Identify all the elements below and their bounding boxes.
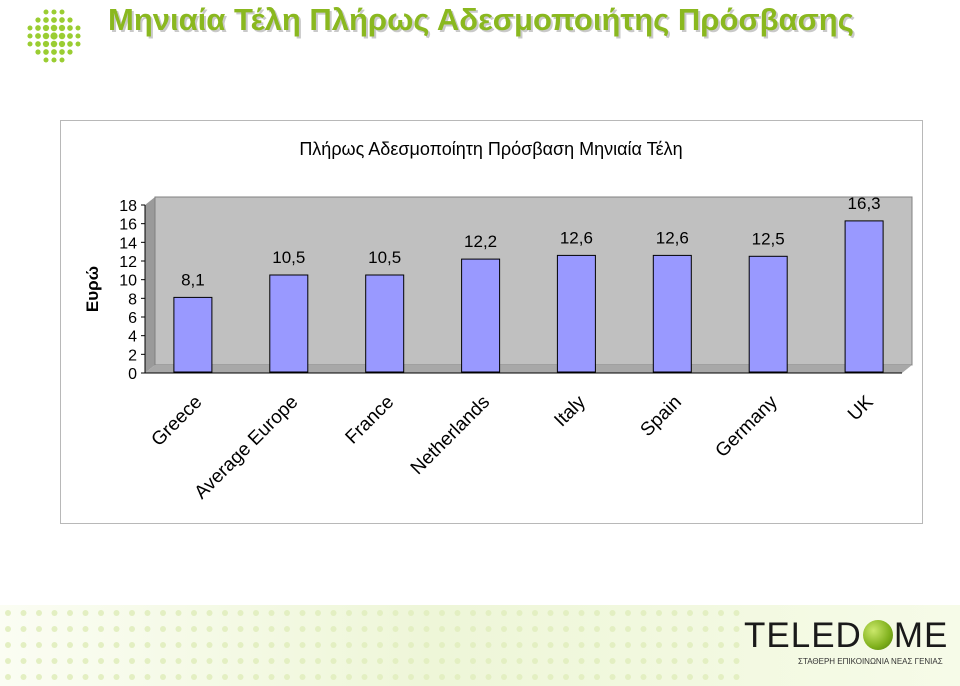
data-label: 12,6 — [656, 228, 689, 247]
bar-greece — [173, 296, 213, 373]
y-tick-label: 14 — [119, 235, 137, 252]
green-dot-grid-icon — [27, 9, 81, 63]
bar-chart: Πλήρως Αδεσμοποίητη Πρόσβαση Μηνιαία Τέλ… — [83, 139, 913, 504]
brand-name-left: TELED — [744, 616, 862, 655]
y-tick-label: 2 — [128, 347, 137, 364]
data-label: 12,6 — [560, 228, 593, 247]
data-label: 10,5 — [272, 248, 305, 267]
bar-uk — [844, 220, 884, 373]
y-tick-label: 8 — [128, 291, 137, 308]
y-tick-label: 18 — [119, 198, 137, 215]
y-tick-label: 12 — [119, 254, 137, 271]
bar-germany — [748, 255, 788, 373]
x-tick-label: Italy — [550, 391, 590, 431]
chart-title: Πλήρως Αδεσμοποίητη Πρόσβαση Μηνιαία Τέλ… — [299, 139, 682, 159]
data-label: 8,1 — [181, 270, 205, 289]
bar-france — [365, 274, 405, 373]
chart-frame: Πλήρως Αδεσμοποίητη Πρόσβαση Μηνιαία Τέλ… — [60, 120, 923, 524]
bar-italy — [556, 254, 596, 373]
footer-dot-pattern — [5, 610, 740, 680]
x-tick-label: Germany — [712, 391, 782, 461]
y-axis-label: Ευρώ — [83, 266, 102, 312]
plot-area — [154, 196, 913, 366]
data-label: 16,3 — [848, 194, 881, 213]
footer-band — [0, 605, 960, 686]
x-tick-label: UK — [844, 391, 878, 425]
brand-tagline: ΣΤΑΘΕΡΗ ΕΠΙΚΟΙΝΩΝΙΑ ΝΕΑΣ ΓΕΝΙΑΣ — [798, 657, 943, 666]
x-tick-label: Netherlands — [407, 392, 494, 479]
brand-name-right: ME — [893, 616, 949, 655]
green-sphere-icon — [862, 620, 893, 650]
y-tick-label: 10 — [119, 273, 137, 290]
bar-spain — [652, 254, 692, 373]
slide-title: Μηνιαία Τέλη Πλήρως Αδεσμοποιήτης Πρόσβα… — [108, 2, 854, 37]
x-tick-label: France — [342, 392, 399, 449]
y-tick-label: 0 — [128, 366, 137, 383]
x-tick-label: Average Europe — [191, 392, 303, 504]
data-label: 12,2 — [464, 232, 497, 251]
teledome-logo: TELED ME ΣΤΑΘΕΡΗ ΕΠΙΚΟΙΝΩΝΙΑ ΝΕΑΣ ΓΕΝΙΑΣ — [744, 616, 947, 676]
data-label: 12,5 — [752, 229, 785, 248]
bar-netherlands — [461, 258, 501, 373]
x-tick-label: Spain — [637, 392, 686, 441]
brand-name: TELED ME — [744, 616, 948, 656]
y-tick-label: 6 — [128, 310, 137, 327]
data-label: 10,5 — [368, 248, 401, 267]
bar-average-europe — [269, 274, 309, 373]
x-tick-label: Greece — [148, 392, 207, 451]
y-tick-label: 16 — [119, 217, 137, 234]
y-tick-label: 4 — [128, 329, 137, 346]
